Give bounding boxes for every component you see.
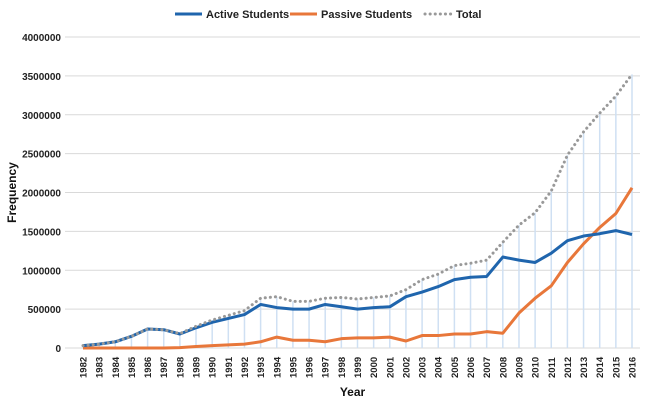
x-tick-label: 2009 <box>514 357 525 378</box>
y-tick-label: 1000000 <box>22 266 61 277</box>
y-tick-label: 500000 <box>28 305 62 316</box>
y-tick-label: 0 <box>55 344 61 355</box>
legend-label: Total <box>456 9 481 21</box>
x-tick-label: 2005 <box>450 356 461 378</box>
x-tick-label: 2004 <box>434 356 445 378</box>
x-tick-label: 1986 <box>143 357 154 378</box>
x-tick-label: 1982 <box>79 357 90 378</box>
x-tick-label: 2003 <box>418 357 429 378</box>
x-tick-label: 2000 <box>369 357 380 378</box>
x-tick-label: 2006 <box>466 357 477 378</box>
x-tick-label: 1991 <box>224 356 235 378</box>
x-tick-label: 1990 <box>208 357 219 378</box>
series-line-1 <box>83 187 634 350</box>
x-tick-label: 2012 <box>563 357 574 378</box>
series-line-0 <box>82 229 633 348</box>
series-line-2 <box>81 72 634 348</box>
x-tick-label: 1993 <box>256 357 267 378</box>
x-tick-label: 2007 <box>482 357 493 378</box>
y-tick-label: 3000000 <box>22 111 61 122</box>
x-tick-label: 2013 <box>579 357 590 378</box>
x-tick-label: 2008 <box>498 357 509 378</box>
y-tick-label: 1500000 <box>22 227 61 238</box>
x-tick-label: 1994 <box>272 356 283 378</box>
y-axis-label: Frequency <box>5 162 19 223</box>
y-tick-label: 2500000 <box>22 150 61 161</box>
x-tick-label: 2002 <box>401 357 412 378</box>
x-axis-label: Year <box>340 385 366 399</box>
x-tick-label: 2010 <box>531 357 542 378</box>
x-tick-label: 1987 <box>159 357 170 378</box>
x-tick-label: 1992 <box>240 357 251 378</box>
x-tick-label: 1985 <box>127 356 138 378</box>
legend-label: Active Students <box>206 9 289 21</box>
y-tick-label: 4000000 <box>22 33 61 44</box>
y-tick-label: 3500000 <box>22 72 61 83</box>
x-tick-label: 1989 <box>192 357 203 378</box>
y-tick-label: 2000000 <box>22 189 61 200</box>
x-tick-label: 2016 <box>628 357 639 378</box>
x-tick-label: 2011 <box>547 357 558 378</box>
x-tick-label: 1983 <box>95 357 106 378</box>
x-tick-label: 1997 <box>321 357 332 378</box>
x-tick-label: 1996 <box>305 357 316 378</box>
x-tick-label: 1984 <box>111 356 122 378</box>
x-tick-label: 1998 <box>337 357 348 378</box>
x-tick-label: 2014 <box>595 356 606 378</box>
x-tick-label: 2001 <box>385 356 396 378</box>
x-tick-label: 2015 <box>611 356 622 378</box>
x-tick-label: 1995 <box>288 356 299 378</box>
legend-label: Passive Students <box>321 9 412 21</box>
x-tick-label: 1988 <box>175 357 186 378</box>
x-tick-label: 1999 <box>353 357 364 378</box>
